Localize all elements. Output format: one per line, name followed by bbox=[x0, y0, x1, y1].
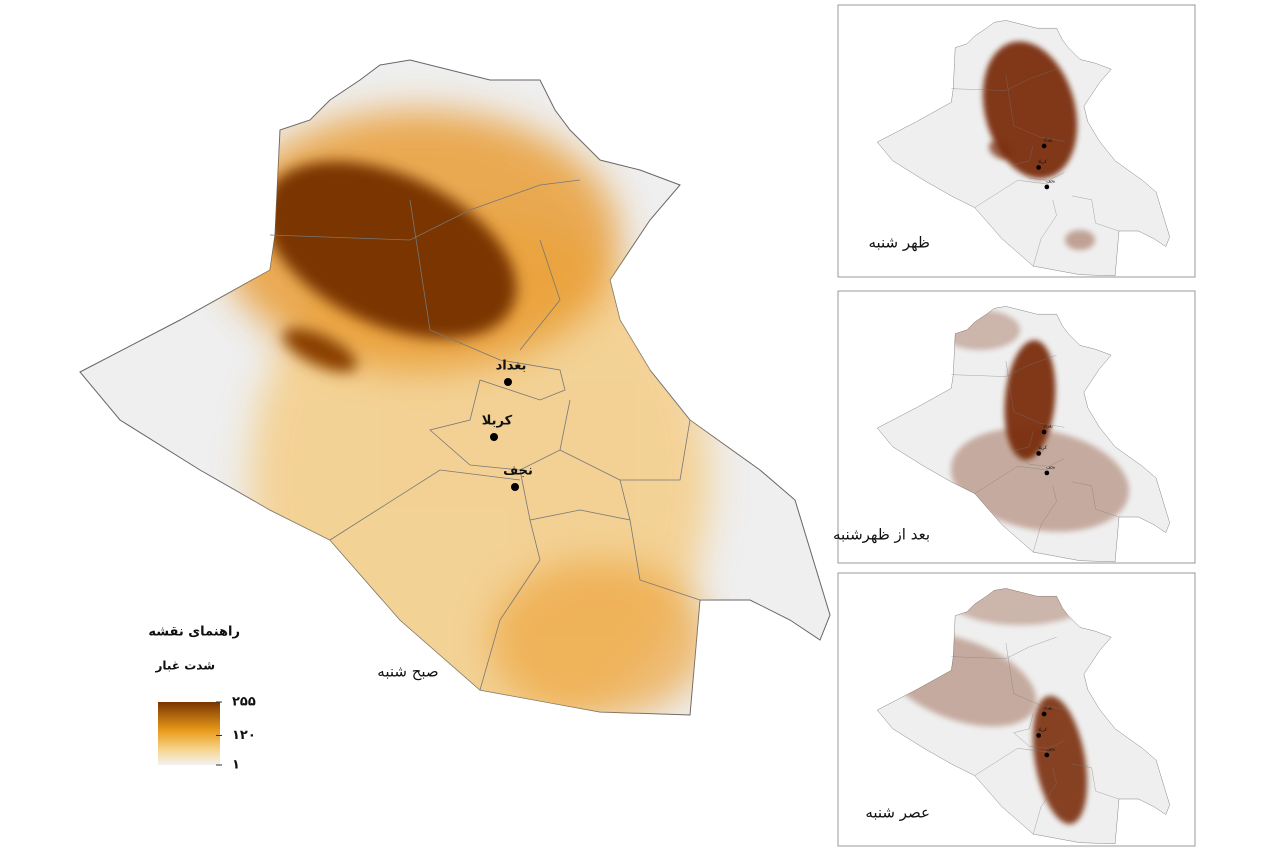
legend-ticks: ۲۵۵ ۱۲۰ ۱ bbox=[216, 695, 256, 773]
inset-city-dot bbox=[1044, 752, 1050, 758]
inset-dust bbox=[940, 310, 1130, 532]
inset-city-label: نجف bbox=[1046, 466, 1055, 471]
inset-provinces bbox=[951, 69, 1120, 267]
inset-city-label: کربلا bbox=[1038, 445, 1048, 451]
legend-subtitle: شدت غبار bbox=[155, 659, 215, 673]
inset-city-dot bbox=[1041, 143, 1047, 149]
inset-city-label: بغداد bbox=[1043, 138, 1052, 144]
inset-title: عصر شنبه bbox=[865, 804, 930, 822]
inset-city-label: بغداد bbox=[1043, 706, 1052, 712]
inset-title: ظهر شنبه bbox=[868, 234, 930, 252]
inset-title: بعد از ظهرشنبه bbox=[833, 526, 930, 544]
dust-blob bbox=[1032, 695, 1088, 825]
inset-city-dot bbox=[1036, 451, 1041, 456]
city-dot bbox=[511, 483, 519, 491]
city-label: نجف bbox=[503, 464, 533, 479]
city-label: کربلا bbox=[482, 414, 513, 429]
inset-city-dot bbox=[1041, 711, 1047, 717]
inset-city-label: نجف bbox=[1046, 180, 1055, 185]
dust-blob bbox=[988, 140, 1012, 160]
inset-shape: بغداد کربلا نجف bbox=[877, 306, 1170, 563]
city-dot bbox=[504, 378, 512, 386]
inset-city-label: بغداد bbox=[1043, 424, 1052, 430]
dust-blob bbox=[982, 41, 1078, 179]
inset-maps: بغداد کربلا نجف ظهر شنبه بغداد کربلا نجف بعد از… bbox=[833, 4, 1196, 847]
legend: راهنمای نقشه شدت غبار ۲۵۵ ۱۲۰ ۱ bbox=[148, 625, 256, 773]
inset-provinces bbox=[951, 637, 1120, 835]
legend-title: راهنمای نقشه bbox=[148, 625, 240, 640]
city-label: بغداد bbox=[496, 359, 527, 374]
legend-color-bar bbox=[158, 702, 220, 765]
city-markers: بغداد کربلا نجف bbox=[482, 359, 533, 491]
legend-tick-label: ۱۲۰ bbox=[232, 728, 256, 743]
dust-blob bbox=[950, 588, 1091, 626]
dust-blob bbox=[950, 428, 1130, 532]
inset-shape: بغداد کربلا نجف bbox=[877, 20, 1170, 277]
inset-map: بغداد کربلا نجف بعد از ظهرشنبه bbox=[833, 290, 1196, 564]
inset-city-dot bbox=[1044, 184, 1050, 190]
inset-dust bbox=[982, 41, 1095, 250]
inset-map: بغداد کربلا نجف ظهر شنبه bbox=[837, 4, 1196, 278]
inset-city-label: کربلا bbox=[1038, 159, 1048, 165]
inset-city-dot bbox=[1036, 733, 1041, 738]
dust-blob bbox=[1065, 229, 1095, 250]
main-map-title: صبح شنبه bbox=[377, 663, 438, 681]
legend-tick-label: ۲۵۵ bbox=[232, 695, 256, 710]
inset-city-dot bbox=[1044, 470, 1050, 476]
legend-tick-label: ۱ bbox=[232, 758, 240, 773]
inset-city-dot bbox=[1036, 165, 1041, 170]
city-dot bbox=[490, 433, 498, 441]
inset-city-dot bbox=[1041, 429, 1047, 435]
inset-city-label: کربلا bbox=[1038, 727, 1048, 733]
inset-city-label: نجف bbox=[1046, 748, 1055, 753]
inset-map: بغداد کربلا نجف عصر شنبه bbox=[837, 572, 1196, 847]
inset-provinces bbox=[951, 355, 1120, 553]
